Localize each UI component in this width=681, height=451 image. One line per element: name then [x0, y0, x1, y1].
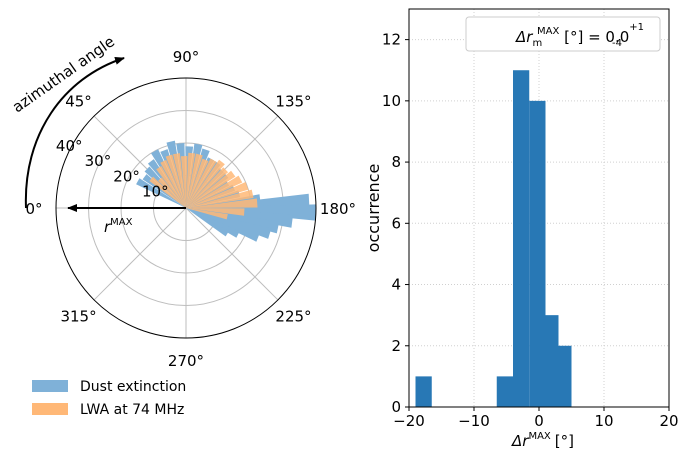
polar-bar — [186, 172, 229, 208]
polar-bar — [186, 159, 225, 208]
polar-bar — [173, 153, 186, 208]
y-tick-label: 6 — [391, 214, 401, 232]
legend-label-dust: Dust extinction — [80, 379, 186, 395]
polar-bar — [186, 167, 229, 208]
polar-bar — [186, 170, 236, 208]
polar-bar — [186, 153, 203, 208]
r-max-label: rMAX — [104, 217, 133, 236]
legend-label-lwa: LWA at 74 MHz — [80, 402, 184, 418]
y-axis-label: occurrence — [364, 164, 383, 253]
legend-lower-error: -4 — [612, 38, 622, 49]
azimuthal-angle-label: azimuthal angle — [9, 32, 118, 116]
polar-legend: Dust extinction LWA at 74 MHz — [32, 379, 186, 418]
histogram-legend: ΔrmMAX [°] = 0.0+1 -4 — [465, 16, 661, 52]
legend-upper-error: +1 — [629, 22, 644, 33]
y-tick-labels: 0 2 4 6 8 10 12 — [382, 31, 409, 416]
y-tick-label: 4 — [391, 276, 401, 294]
y-tick-label: 0 — [391, 398, 401, 416]
legend-sub-m: m — [532, 38, 542, 49]
histogram-bar — [513, 70, 530, 407]
histogram-bar — [545, 315, 559, 407]
polar-bar — [186, 208, 228, 220]
polar-outer-ring — [55, 77, 317, 339]
angle-tick-label: 0° — [25, 200, 42, 218]
histogram-bar — [496, 376, 513, 407]
histogram-bars — [415, 70, 572, 407]
polar-bar — [186, 158, 209, 208]
lwa-bars — [149, 152, 258, 220]
radial-tick-label: 10° — [142, 183, 169, 201]
polar-bar — [156, 165, 186, 208]
angular-grid-line — [185, 207, 279, 301]
histogram-legend-box — [465, 16, 661, 52]
azimuthal-arc-arrow — [24, 57, 125, 209]
x-tick-label: −20 — [393, 412, 425, 430]
x-tick-label: 10 — [594, 412, 613, 430]
polar-bar — [186, 181, 249, 208]
legend-swatch-dust — [32, 380, 68, 392]
legend-delta-r: Δr — [515, 28, 533, 46]
angle-tick-label: 225° — [275, 307, 311, 325]
legend-sup-max: MAX — [537, 26, 559, 37]
histogram-legend-text: ΔrmMAX [°] = 0.0+1 -4 — [515, 22, 644, 49]
r-max-symbol: r — [104, 218, 111, 236]
radial-tick-label: 30° — [85, 152, 112, 170]
x-tick-label: 0 — [534, 412, 544, 430]
polar-bar — [180, 156, 188, 208]
y-tick-label: 2 — [391, 337, 401, 355]
x-tick-label: 20 — [659, 412, 678, 430]
polar-bar — [158, 177, 186, 208]
angle-tick-label: 315° — [60, 307, 96, 325]
polar-bar — [149, 176, 186, 208]
angle-tick-label: 90° — [173, 48, 200, 66]
histogram-bar — [529, 100, 546, 407]
x-tick-labels: −20 −10 0 10 20 — [393, 407, 679, 430]
histogram-bar — [558, 345, 572, 407]
x-axis-label: ΔrMAX [°] — [511, 431, 574, 450]
polar-bar — [186, 158, 217, 208]
histogram-bar — [415, 376, 432, 407]
polar-bar — [165, 154, 186, 208]
x-axis-sup: MAX — [528, 431, 550, 442]
polar-bar — [186, 208, 229, 237]
y-tick-label: 10 — [382, 92, 401, 110]
y-tick-label: 8 — [391, 153, 401, 171]
radial-tick-label: 40° — [56, 137, 83, 155]
polar-bar — [160, 159, 186, 208]
radial-tick-labels: 10°20°30°40° — [56, 137, 169, 201]
polar-chart: 10°20°30°40° 0° 45° 90° 135° 180° 225° 270° 315… — [9, 32, 356, 418]
angular-grid-line — [93, 207, 187, 301]
legend-swatch-lwa — [32, 403, 68, 415]
angle-tick-label: 45° — [65, 93, 92, 111]
x-tick-label: −10 — [458, 412, 490, 430]
polar-bar — [186, 175, 243, 208]
polar-bar — [186, 208, 245, 216]
angle-tick-label: 180° — [320, 200, 356, 218]
angle-tick-label: 135° — [275, 93, 311, 111]
polar-bar — [186, 189, 254, 208]
polar-bar — [136, 178, 186, 208]
radial-tick-label: 20° — [113, 167, 140, 185]
angle-tick-labels: 0° 45° 90° 135° 180° 225° 270° 315° — [25, 48, 356, 370]
polar-bar — [186, 198, 258, 208]
legend-value: [°] = 0.0 — [559, 28, 629, 46]
polar-bar — [147, 159, 186, 208]
x-axis-delta-r: Δr — [511, 432, 529, 450]
r-max-superscript: MAX — [110, 217, 132, 228]
x-axis-unit: [°] — [555, 432, 574, 450]
polar-bar — [186, 152, 196, 208]
angle-tick-label: 270° — [168, 352, 204, 370]
y-tick-label: 12 — [382, 31, 401, 49]
